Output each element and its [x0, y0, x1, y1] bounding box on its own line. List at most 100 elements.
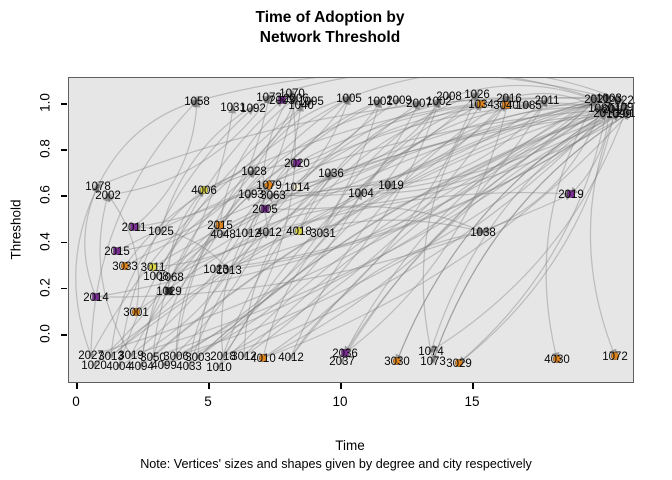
- vertex-circle: [131, 307, 141, 317]
- vertex-circle: [610, 351, 620, 361]
- chart-title-line1: Time of Adoption by: [255, 9, 405, 26]
- y-tick-label: 0.6: [37, 185, 53, 205]
- edge: [344, 95, 512, 354]
- node-label: 1008: [143, 271, 169, 283]
- vertex-star: [385, 179, 397, 191]
- vertex-star: [240, 352, 248, 360]
- node-label: 3050: [140, 352, 166, 364]
- vertex-circle: [199, 185, 209, 195]
- node-label: 4099: [151, 360, 177, 372]
- vertex-star: [319, 229, 327, 237]
- edge: [131, 223, 230, 271]
- vertex-star: [249, 104, 257, 112]
- edge: [218, 101, 421, 368]
- edge: [116, 105, 618, 252]
- node-label: 3013: [98, 351, 124, 363]
- node-label: 1013: [216, 265, 242, 277]
- y-tick: [61, 103, 67, 105]
- edge: [272, 103, 508, 196]
- edge: [110, 94, 272, 357]
- edge: [219, 99, 422, 226]
- edge: [175, 107, 617, 357]
- node-label: 1026: [464, 89, 490, 101]
- edge: [124, 109, 632, 267]
- node-label: 2022: [608, 95, 634, 107]
- vertex-star: [376, 97, 384, 105]
- node-label: 4033: [176, 361, 202, 373]
- node-label: 3033: [112, 261, 138, 273]
- node-label: 1073: [420, 356, 446, 368]
- edge: [163, 102, 305, 366]
- edge: [243, 171, 333, 357]
- vertex-square: [567, 190, 575, 198]
- node-label: 1036: [318, 168, 344, 180]
- vertex-star: [326, 168, 336, 178]
- vertex-star: [415, 99, 423, 107]
- vertex-square: [293, 159, 301, 167]
- edge: [348, 78, 624, 102]
- edge: [107, 95, 271, 196]
- edge: [167, 188, 206, 292]
- edge: [155, 182, 272, 277]
- vertex-star: [167, 273, 175, 281]
- vertex-circle: [294, 226, 304, 236]
- edge: [188, 107, 618, 367]
- edge: [218, 102, 483, 368]
- node-label: 1004: [348, 188, 374, 200]
- vertex-star: [152, 272, 160, 280]
- node-label: 1019: [378, 180, 404, 192]
- node-label: 3012: [231, 351, 257, 363]
- vertex-star: [605, 94, 613, 102]
- node-label: 1099: [606, 109, 632, 121]
- edge: [219, 96, 298, 226]
- vertex-diamond: [263, 179, 275, 191]
- edge: [168, 106, 603, 292]
- edge: [396, 111, 608, 362]
- edge: [296, 99, 382, 164]
- node-label: 4018: [286, 226, 312, 238]
- edge: [250, 98, 549, 195]
- node-label: 2009: [386, 95, 412, 107]
- edge: [390, 98, 549, 186]
- edge: [90, 97, 599, 356]
- node-label: 1093: [238, 189, 264, 201]
- edge: [84, 183, 99, 298]
- vertex-star: [269, 191, 277, 199]
- edge: [262, 111, 631, 359]
- vertex-star: [127, 351, 135, 359]
- vertex-circle: [120, 261, 130, 271]
- edge: [222, 96, 511, 357]
- edge: [429, 106, 628, 353]
- node-label: 3030: [384, 356, 410, 368]
- edge: [135, 95, 612, 313]
- y-tick: [61, 195, 67, 197]
- edge: [170, 189, 574, 278]
- y-tick-label: 1.0: [37, 93, 53, 112]
- x-tick: [208, 383, 210, 389]
- edge: [395, 112, 607, 364]
- edge: [95, 97, 599, 298]
- node-label: 2014: [83, 292, 109, 304]
- edge: [75, 183, 99, 356]
- edge: [90, 99, 199, 356]
- y-tick: [61, 334, 67, 336]
- node-label: 1001: [367, 96, 393, 108]
- x-tick-label: 15: [464, 394, 480, 409]
- edge: [298, 101, 484, 232]
- node-label: 4010: [250, 353, 276, 365]
- edge: [106, 193, 140, 313]
- node-label: 2007: [406, 98, 432, 110]
- y-tick: [61, 241, 67, 244]
- edge: [430, 107, 617, 352]
- vertex-square: [341, 349, 349, 357]
- edge: [93, 97, 600, 366]
- y-tick-label: 0.4: [37, 231, 53, 251]
- edge: [152, 106, 604, 358]
- edge: [197, 161, 299, 358]
- edge: [290, 98, 624, 358]
- node-label: 3003: [185, 352, 211, 364]
- vertex-star: [244, 229, 252, 237]
- edge: [341, 98, 624, 362]
- vertex-star: [473, 90, 481, 98]
- y-tick-label: 0.0: [37, 324, 53, 343]
